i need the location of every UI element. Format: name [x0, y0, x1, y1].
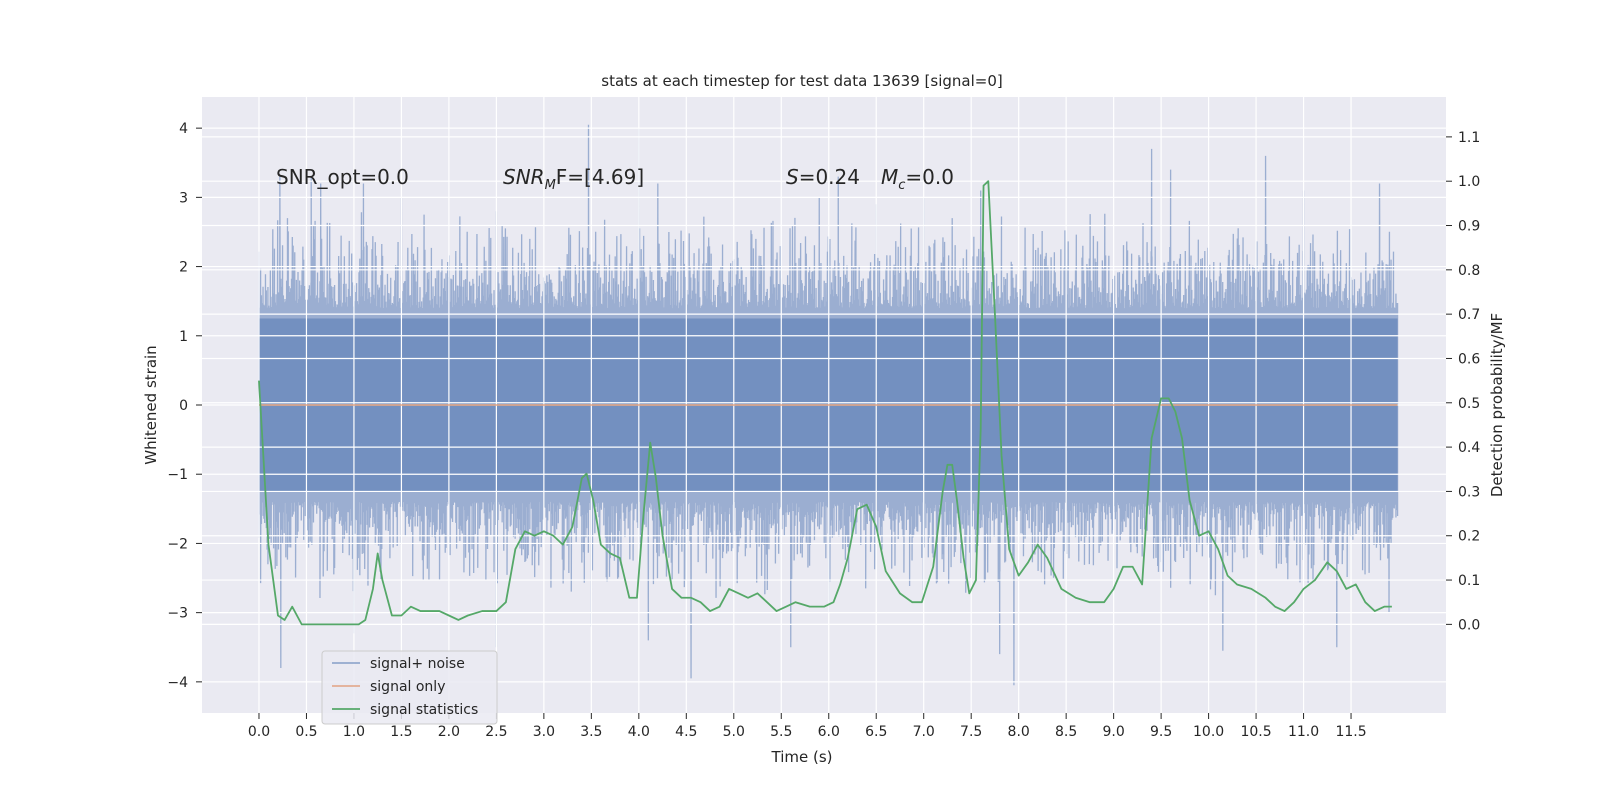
y-right-tick-label: 1.0: [1458, 174, 1480, 190]
x-tick-label: 2.0: [438, 724, 460, 740]
y-right-tick-label: 0.4: [1458, 440, 1480, 456]
x-tick-label: 6.0: [818, 724, 840, 740]
series-lines: [258, 180, 1398, 626]
x-tick-label: 4.5: [675, 724, 697, 740]
x-tick-label: 10.0: [1193, 724, 1224, 740]
x-tick-label: 0.5: [295, 724, 317, 740]
y-right-tick-label: 0.1: [1458, 573, 1480, 589]
signal-statistics-line: [258, 180, 1392, 626]
x-tick-label: 8.5: [1055, 724, 1077, 740]
x-tick-label: 3.0: [533, 724, 555, 740]
annotation-snr-mf-sub: M: [545, 178, 556, 193]
x-tick-label: 11.5: [1335, 724, 1366, 740]
y-right-tick-label: 0.8: [1458, 263, 1480, 279]
y-left-tick-label: 4: [179, 121, 188, 137]
x-tick-label: 4.0: [628, 724, 650, 740]
x-tick-label: 8.0: [1008, 724, 1030, 740]
y-left-tick-label: 3: [179, 190, 188, 206]
x-tick-label: 5.5: [770, 724, 792, 740]
y-left-tick-label: 0: [179, 398, 188, 414]
annotation-snr-mf-main: SNR: [503, 165, 545, 189]
annotation-mc-sub: c: [898, 178, 905, 193]
annotation-snr-mf: SNRMF=[4.69]: [503, 165, 644, 193]
x-axis-title: Time (s): [771, 748, 833, 766]
y-right-tick-label: 0.9: [1458, 219, 1480, 235]
x-tick-label: 2.5: [485, 724, 507, 740]
annotation-s-main: S: [786, 165, 799, 189]
legend-box: [321, 650, 498, 725]
y-right-tick-label: 0.7: [1458, 307, 1480, 323]
ticks: 0.0 0.5 1.0 1.5 2.0 2.5 3.0 3.5 4.0 4.5 5.0 5.5 6.0 6…: [167, 121, 1480, 740]
x-tick-label: 9.5: [1150, 724, 1172, 740]
left-axis-title: Whitened strain: [142, 345, 160, 464]
legend: signal+ noise signal only signal statist…: [321, 650, 498, 725]
x-tick-label: 6.5: [865, 724, 887, 740]
annotation-s: S=0.24: [786, 165, 860, 189]
annotation-s-rest: =0.24: [799, 165, 860, 189]
x-tick-label: 9.0: [1103, 724, 1125, 740]
y-right-tick-label: 0.6: [1458, 351, 1480, 367]
annotation-mc-rest: =0.0: [905, 165, 954, 189]
x-tick-label: 1.5: [390, 724, 412, 740]
y-left-tick-label: 2: [179, 260, 188, 276]
x-tick-label: 3.5: [580, 724, 602, 740]
legend-label-signal-statistics: signal statistics: [370, 702, 478, 718]
y-right-tick-label: 0.3: [1458, 484, 1480, 500]
y-left-tick-label: −2: [167, 536, 188, 552]
x-tick-label: 5.0: [723, 724, 745, 740]
annotation-mc: Mc=0.0: [881, 165, 954, 193]
right-axis-title: Detection probability/MF: [1488, 313, 1506, 497]
annotation-snr-mf-rest: F=[4.69]: [556, 165, 644, 189]
y-left-tick-label: 1: [179, 329, 188, 345]
y-left-tick-label: −1: [167, 467, 188, 483]
x-tick-label: 0.0: [248, 724, 270, 740]
y-left-tick-label: −4: [167, 675, 188, 691]
y-left-tick-label: −3: [167, 606, 188, 622]
y-right-tick-label: 1.1: [1458, 130, 1480, 146]
legend-label-signal-only: signal only: [370, 679, 445, 695]
y-right-tick-label: 0.5: [1458, 396, 1480, 412]
annotation-snr-opt: SNR_opt=0.0: [276, 165, 409, 189]
legend-label-signal-noise: signal+ noise: [370, 656, 465, 672]
x-tick-label: 10.5: [1240, 724, 1271, 740]
annotation-mc-main: M: [881, 165, 898, 189]
y-right-tick-label: 0.2: [1458, 529, 1480, 545]
x-tick-label: 11.0: [1288, 724, 1319, 740]
y-right-tick-label: 0.0: [1458, 617, 1480, 633]
x-tick-label: 7.0: [913, 724, 935, 740]
x-tick-label: 1.0: [343, 724, 365, 740]
chart-title: stats at each timestep for test data 136…: [601, 72, 1002, 90]
x-tick-label: 7.5: [960, 724, 982, 740]
